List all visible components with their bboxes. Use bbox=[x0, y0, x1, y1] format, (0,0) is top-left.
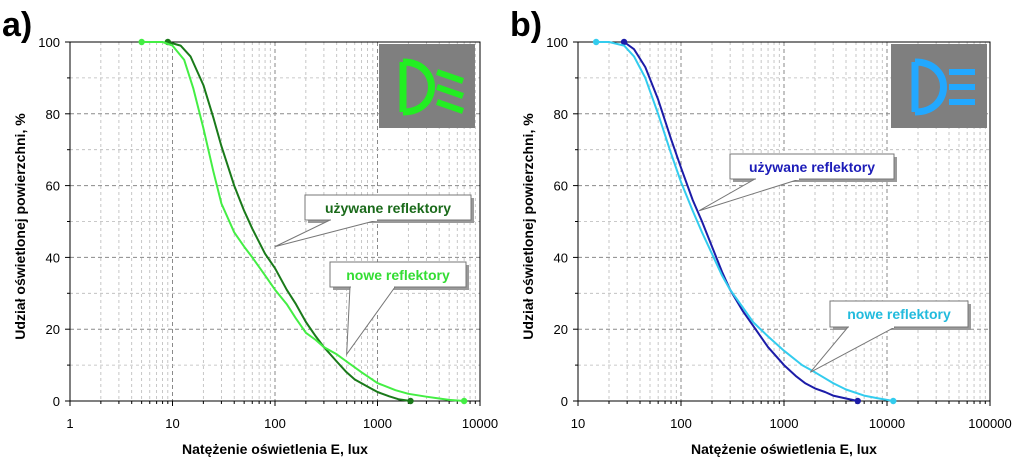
series-start-point bbox=[138, 38, 145, 46]
panel-b: b) 10 100 1000 10000 100000 0 20 40 60 80 100 Natęże… bbox=[510, 6, 1012, 457]
callout-box bbox=[729, 153, 895, 180]
series-line bbox=[623, 41, 858, 402]
low-beam-headlight-icon bbox=[379, 44, 475, 128]
callout-box bbox=[829, 300, 969, 328]
x-tick-label: 100 bbox=[264, 416, 286, 431]
series-callout: używane reflektory bbox=[698, 153, 897, 212]
series-callout: nowe reflektory bbox=[329, 261, 469, 357]
series-label: używane reflektory bbox=[749, 159, 875, 175]
y-tick-label: 100 bbox=[546, 35, 568, 50]
icon-background bbox=[379, 44, 475, 128]
y-tick-label: 60 bbox=[46, 179, 60, 194]
x-tick-label: 1000 bbox=[770, 416, 799, 431]
series-label: nowe reflektory bbox=[847, 306, 951, 322]
y-tick-label: 20 bbox=[46, 322, 60, 337]
series-end-point bbox=[854, 397, 861, 405]
callout-box bbox=[329, 261, 467, 288]
lamp-shape bbox=[911, 58, 947, 116]
series-callout: nowe reflektory bbox=[809, 300, 971, 373]
y-tick-label: 60 bbox=[554, 179, 568, 194]
x-tick-label: 1000 bbox=[363, 416, 392, 431]
series-callout: używane reflektory bbox=[274, 194, 474, 248]
series-label: używane reflektory bbox=[325, 200, 451, 216]
x-axis-label: Natężenie oświetlenia E, lux bbox=[691, 441, 877, 457]
x-tick-label: 10000 bbox=[462, 416, 498, 431]
y-tick-label: 100 bbox=[38, 35, 60, 50]
y-tick-label: 40 bbox=[554, 250, 568, 265]
y-axis-label: Udział oświetlonej powierzchni, % bbox=[12, 113, 28, 340]
y-tick-label: 80 bbox=[554, 107, 568, 122]
series-line bbox=[596, 41, 894, 402]
x-tick-label: 100 bbox=[670, 416, 692, 431]
beam-line bbox=[436, 99, 464, 114]
gridlines bbox=[70, 42, 480, 401]
y-tick-label: 0 bbox=[561, 394, 568, 409]
high-beam-headlight-icon bbox=[891, 44, 987, 128]
callout-box bbox=[304, 194, 472, 221]
series-end-point bbox=[460, 397, 468, 405]
beam-line bbox=[436, 69, 464, 84]
x-tick-label: 10 bbox=[571, 416, 585, 431]
y-axis-label: Udział oświetlonej powierzchni, % bbox=[520, 113, 536, 340]
panel-letter: b) bbox=[510, 6, 542, 44]
y-tick-label: 40 bbox=[46, 250, 60, 265]
x-axis-label: Natężenie oświetlenia E, lux bbox=[182, 441, 368, 457]
series-end-point bbox=[407, 397, 414, 405]
panel-a: a) 1 10 100 1000 10000 0 20 40 60 80 100 Natężenie o… bbox=[2, 6, 498, 457]
series-start-point bbox=[592, 38, 600, 46]
lamp-shape bbox=[399, 58, 435, 116]
series-line bbox=[141, 41, 465, 402]
x-tick-label: 10000 bbox=[869, 416, 905, 431]
x-tick-label: 10 bbox=[165, 416, 179, 431]
x-tick-label: 1 bbox=[66, 416, 73, 431]
series-label: nowe reflektory bbox=[346, 267, 450, 283]
beam-line bbox=[436, 84, 464, 99]
series-end-point bbox=[890, 397, 897, 405]
y-tick-label: 20 bbox=[554, 322, 568, 337]
y-tick-label: 0 bbox=[53, 394, 60, 409]
series-line bbox=[167, 41, 411, 402]
y-tick-label: 80 bbox=[46, 107, 60, 122]
series-start-point bbox=[620, 38, 628, 46]
x-tick-label: 100000 bbox=[968, 416, 1011, 431]
panel-letter: a) bbox=[2, 6, 32, 44]
